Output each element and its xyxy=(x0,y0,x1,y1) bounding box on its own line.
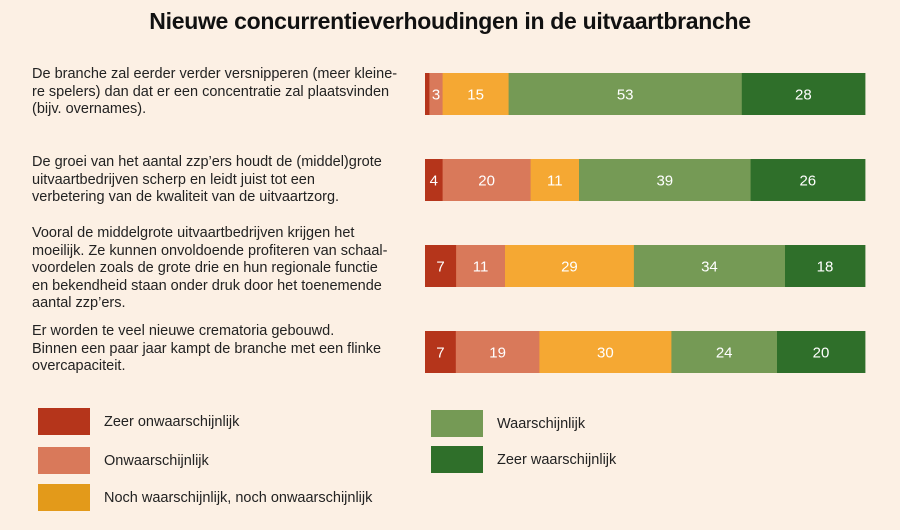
legend-swatch xyxy=(431,446,483,473)
legend-label: Zeer waarschijnlijk xyxy=(497,451,617,468)
statement-line: verbetering van de kwaliteit van de uitv… xyxy=(32,189,340,205)
bar-segment xyxy=(777,331,866,373)
data-label: 3 xyxy=(432,87,440,104)
bar-segment xyxy=(442,73,509,115)
data-label: 34 xyxy=(701,259,718,276)
bar-segment xyxy=(425,331,457,373)
bar-segment xyxy=(750,159,866,201)
legend-item: Zeer onwaarschijnlijk xyxy=(38,408,239,435)
bar-segment xyxy=(456,245,506,287)
legend-swatch xyxy=(38,447,90,474)
legend-item: Onwaarschijnlijk xyxy=(38,447,209,474)
statement-text: De groei van het aantal zzp’ers houdt de… xyxy=(32,154,412,207)
statement-text: Er worden te veel nieuwe crematoria gebo… xyxy=(32,323,412,376)
statement-line: re spelers) dan dat er een concentratie … xyxy=(32,83,390,100)
statement-line: De groei van het aantal zzp’ers houdt de… xyxy=(32,154,382,170)
statement-text: Vooral de middelgrote uitvaartbedrijven … xyxy=(32,225,412,313)
data-label: 11 xyxy=(547,173,563,190)
data-label: 30 xyxy=(597,345,614,362)
data-label: 39 xyxy=(656,173,673,190)
legend-label: Waarschijnlijk xyxy=(497,415,586,432)
data-label: 28 xyxy=(795,87,812,104)
bar-segment xyxy=(579,159,751,201)
statement-line: uitvaartbedrijven scherp en leidt juist … xyxy=(32,171,315,188)
legend-label: Zeer onwaarschijnlijk xyxy=(104,413,240,430)
statement-line: aantal zzp’ers. xyxy=(32,295,126,311)
bar-segment xyxy=(741,73,866,115)
bar-segment xyxy=(530,159,580,201)
statement-line: Binnen een paar jaar kampt de branche me… xyxy=(32,340,382,357)
legend-label: Noch waarschijnlijk, noch onwaarschijnli… xyxy=(104,489,373,506)
legend-item: Zeer waarschijnlijk xyxy=(431,446,616,473)
data-label: 18 xyxy=(817,259,834,276)
bar-segment xyxy=(785,245,866,287)
statement-line: overcapaciteit. xyxy=(32,358,126,374)
statement-line: Er worden te veel nieuwe crematoria gebo… xyxy=(32,323,335,339)
data-label: 53 xyxy=(617,87,634,104)
data-label: 24 xyxy=(716,345,733,362)
bar-segment xyxy=(539,331,672,373)
stacked-bar-chart: 3 15 53 28 4 20 11 39 26 7 11 29 34 18 7 19 30 24 20 xyxy=(425,73,866,373)
legend-swatch xyxy=(38,408,90,435)
legend-swatch xyxy=(431,410,483,437)
data-label: 4 xyxy=(430,173,438,190)
bar-segment xyxy=(425,73,430,115)
bar-segment xyxy=(425,159,443,201)
data-label: 7 xyxy=(436,345,444,362)
statement-text: De branche zal eerder verder versnippere… xyxy=(32,66,412,119)
bar-segment xyxy=(455,331,540,373)
statement-line: (bijv. overnames). xyxy=(32,101,147,117)
legend-item: Noch waarschijnlijk, noch onwaarschijnli… xyxy=(38,484,372,511)
statement-line: voordelen zoals de grote drie en hun reg… xyxy=(32,260,378,276)
bar-segment xyxy=(671,331,778,373)
data-label: 26 xyxy=(799,173,816,190)
bar-segment xyxy=(425,245,457,287)
statement-line: en bekendheid staan onder druk door het … xyxy=(32,277,382,294)
bar-segment xyxy=(505,245,635,287)
legend-label: Onwaarschijnlijk xyxy=(104,452,209,469)
legend-item: Waarschijnlijk xyxy=(431,410,585,437)
bar-segment xyxy=(508,73,743,115)
statement-line: moeilijk. Ze kunnen onvoldoende profiter… xyxy=(32,242,388,259)
data-label: 19 xyxy=(489,345,506,362)
statement-line: De branche zal eerder verder versnippere… xyxy=(32,66,398,82)
data-label: 11 xyxy=(473,259,489,276)
legend-swatch xyxy=(38,484,90,511)
bar-segment xyxy=(633,245,786,287)
data-label: 15 xyxy=(467,87,484,104)
data-label: 29 xyxy=(561,259,578,276)
statement-line: Vooral de middelgrote uitvaartbedrijven … xyxy=(32,225,355,241)
data-label: 7 xyxy=(436,259,444,276)
chart-title: Nieuwe concurrentieverhoudingen in de ui… xyxy=(149,8,751,34)
data-label: 20 xyxy=(478,173,495,190)
bar-segment xyxy=(442,159,531,201)
data-label: 20 xyxy=(813,345,830,362)
bar-segment xyxy=(429,73,443,115)
